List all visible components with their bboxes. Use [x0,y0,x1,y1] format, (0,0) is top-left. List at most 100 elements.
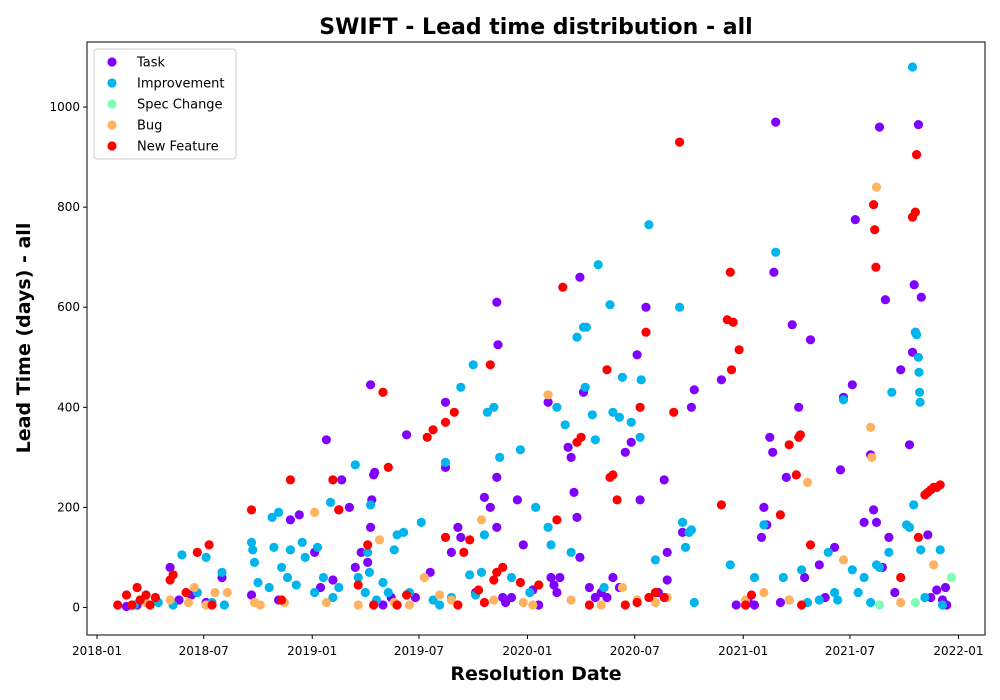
point-task [759,503,768,512]
point-task [717,375,726,384]
legend-marker [107,99,116,108]
y-tick-label: 1000 [49,100,80,114]
point-new-feature [585,600,594,609]
point-new-feature [286,475,295,484]
point-task [345,503,354,512]
point-new-feature [122,590,131,599]
point-new-feature [169,570,178,579]
point-new-feature [785,440,794,449]
point-bug [896,598,905,607]
point-improvement [351,460,360,469]
point-new-feature [113,600,122,609]
point-spec-change [875,600,884,609]
point-spec-change [947,573,956,582]
point-bug [839,555,848,564]
point-task [690,385,699,394]
point-improvement [591,435,600,444]
point-task [480,493,489,502]
point-bug [310,508,319,517]
point-task [941,583,950,592]
point-task [363,558,372,567]
point-improvement [915,388,924,397]
point-improvement [217,568,226,577]
point-improvement [298,538,307,547]
point-bug [223,588,232,597]
point-new-feature [792,470,801,479]
point-new-feature [747,590,756,599]
point-task [286,515,295,524]
point-improvement [726,560,735,569]
point-new-feature [480,598,489,607]
point-improvement [361,588,370,597]
point-task [869,505,878,514]
point-task [782,473,791,482]
point-new-feature [896,573,905,582]
point-task [806,335,815,344]
point-task [910,280,919,289]
point-improvement [644,220,653,229]
point-task [872,518,881,527]
point-new-feature [207,600,216,609]
point-bug [184,598,193,607]
point-improvement [480,530,489,539]
point-bug [435,590,444,599]
point-improvement [914,368,923,377]
point-task [932,585,941,594]
point-bug [519,598,528,607]
point-improvement [759,520,768,529]
point-improvement [936,545,945,554]
point-new-feature [369,600,378,609]
point-improvement [507,573,516,582]
point-task [575,553,584,562]
point-task [402,430,411,439]
y-tick-label: 800 [57,200,80,214]
point-improvement [833,595,842,604]
point-task [815,560,824,569]
point-task [575,273,584,282]
point-improvement [561,420,570,429]
point-task [370,468,379,477]
x-tick-label: 2018-01 [72,644,122,658]
point-improvement [938,600,947,609]
point-improvement [594,260,603,269]
point-improvement [860,573,869,582]
point-task [660,475,669,484]
point-improvement [265,583,274,592]
point-new-feature [796,430,805,439]
point-task [447,548,456,557]
point-new-feature [651,588,660,597]
point-new-feature [141,590,150,599]
x-tick-label: 2021-07 [825,644,875,658]
point-improvement [469,360,478,369]
y-tick-label: 600 [57,300,80,314]
point-new-feature [133,583,142,592]
point-new-feature [127,600,136,609]
point-improvement [248,545,257,554]
point-bug [929,560,938,569]
point-new-feature [247,505,256,514]
point-improvement [366,500,375,509]
point-improvement [797,565,806,574]
point-improvement [675,303,684,312]
point-improvement [456,383,465,392]
y-tick-label: 400 [57,400,80,414]
point-improvement [651,555,660,564]
point-task [493,340,502,349]
point-new-feature [393,600,402,609]
point-improvement [779,573,788,582]
point-new-feature [869,200,878,209]
point-task [567,453,576,462]
point-task [585,583,594,592]
point-task [569,488,578,497]
point-improvement [866,598,875,607]
point-task [608,573,617,582]
point-task [663,548,672,557]
point-improvement [637,375,646,384]
point-task [884,533,893,542]
legend-label: New Feature [137,140,219,155]
point-new-feature [516,578,525,587]
point-improvement [552,403,561,412]
point-improvement [605,300,614,309]
point-improvement [681,543,690,552]
point-task [788,320,797,329]
